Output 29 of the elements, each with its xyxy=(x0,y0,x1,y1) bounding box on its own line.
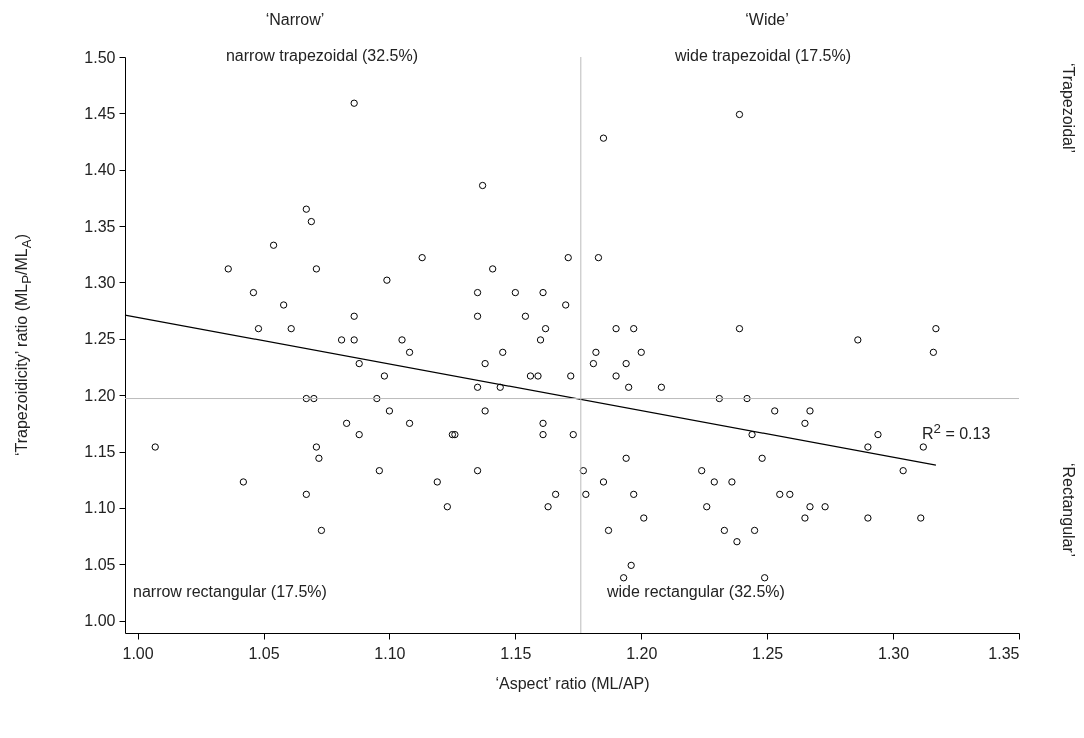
text: ‘Rectangular’ xyxy=(1060,463,1077,557)
y-tick-label: 1.30 xyxy=(84,273,116,291)
text: ‘Trapezoidal’ xyxy=(1060,62,1077,154)
y-tick-label: 1.50 xyxy=(84,48,116,66)
y-tick-label: 1.45 xyxy=(84,104,116,122)
annotation: narrow trapezoidal (32.5%) xyxy=(225,47,419,64)
y-tick-label: 1.35 xyxy=(84,217,116,235)
annotation: R$^{2}$ = 0.13 xyxy=(922,421,991,443)
x-tick-label: 1.20 xyxy=(626,644,658,662)
x-tick-label: 1.25 xyxy=(752,644,784,662)
annotation: narrow rectangular (17.5%) xyxy=(133,583,327,600)
x-axis-title: ‘Aspect’ ratio (ML/AP) xyxy=(495,674,650,692)
x-tick-label: 1.30 xyxy=(878,644,910,662)
x-tick-label: 1.35 xyxy=(988,644,1020,662)
annotation: wide trapezoidal (17.5%) xyxy=(674,47,852,64)
y-tick-label: 1.40 xyxy=(84,161,116,179)
y-tick-label: 1.15 xyxy=(84,443,116,461)
text: ‘Narrow’ xyxy=(265,11,325,28)
x-tick-label: 1.00 xyxy=(122,644,154,662)
y-tick-label: 1.00 xyxy=(84,612,116,630)
y-tick-label: 1.10 xyxy=(84,499,116,517)
y-tick-label: 1.05 xyxy=(84,555,116,573)
y-tick-label: 1.25 xyxy=(84,330,116,348)
annotation: wide rectangular (32.5%) xyxy=(607,583,785,600)
text: ‘Wide’ xyxy=(745,11,789,28)
x-tick-label: 1.15 xyxy=(500,644,532,662)
x-tick-label: 1.10 xyxy=(374,644,406,662)
y-tick-label: 1.20 xyxy=(84,386,116,404)
x-tick-label: 1.05 xyxy=(248,644,280,662)
